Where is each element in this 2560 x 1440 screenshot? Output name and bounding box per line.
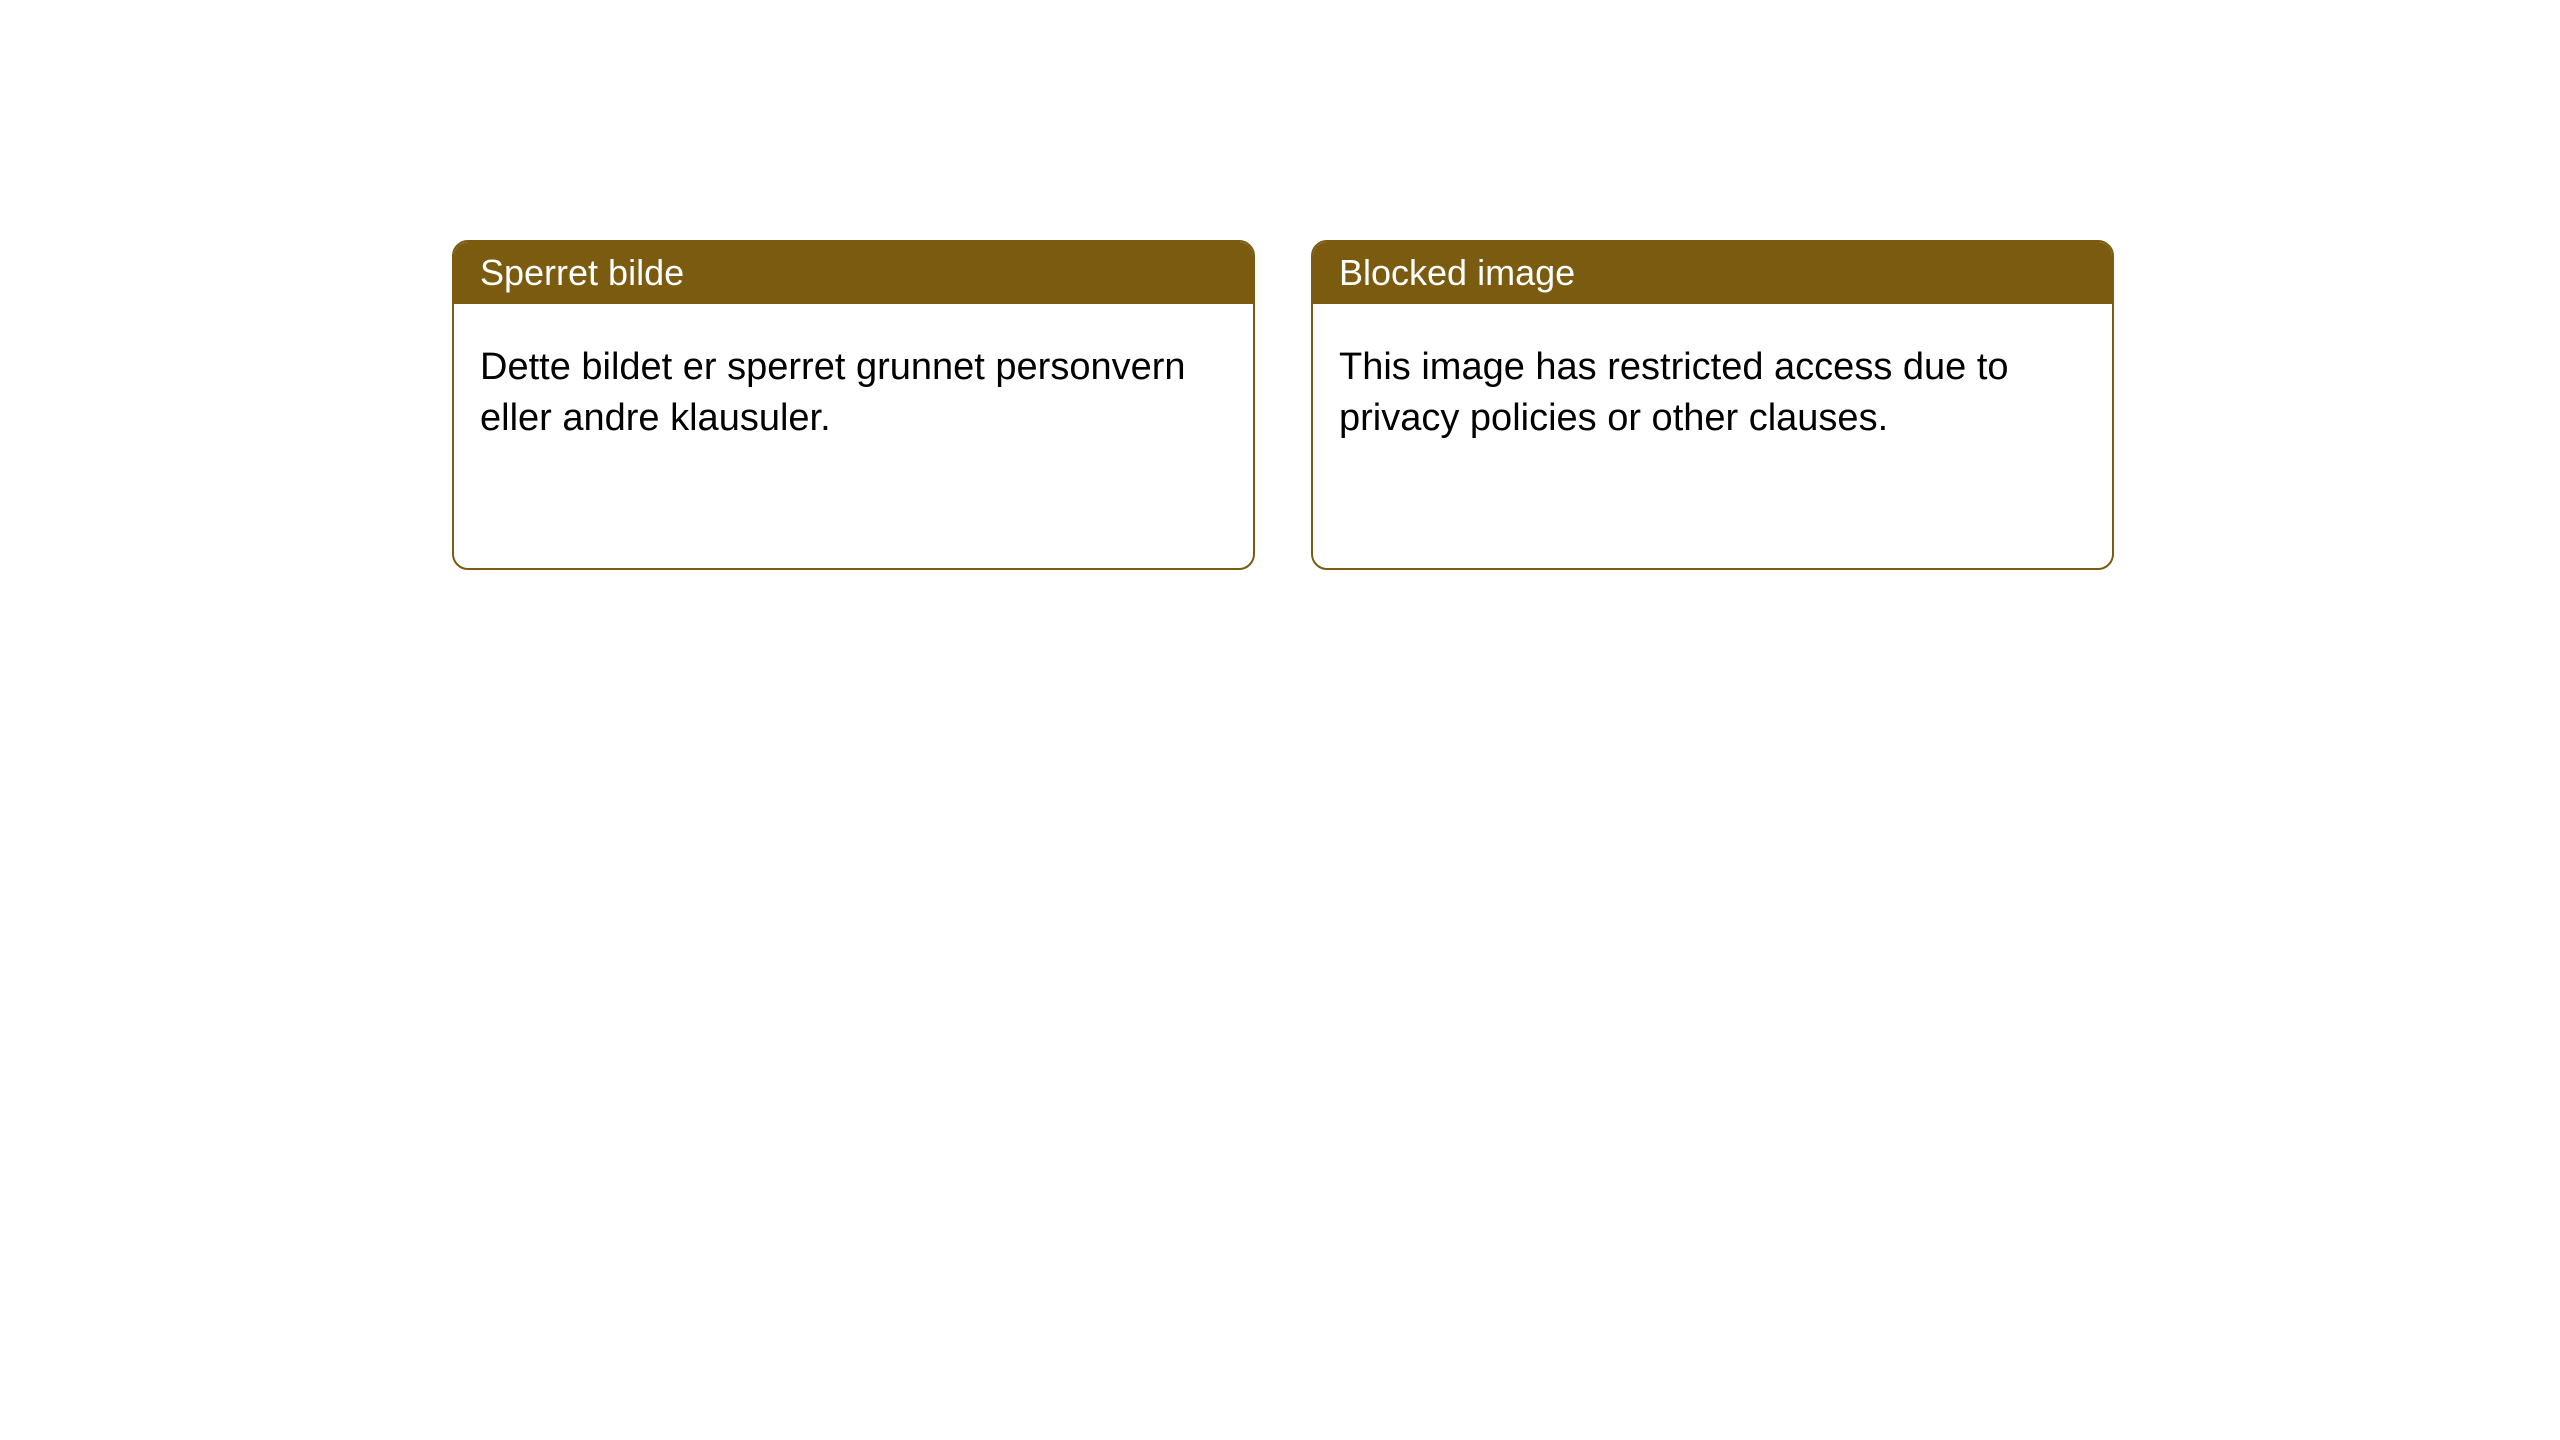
notice-body: Dette bildet er sperret grunnet personve… [454, 304, 1253, 568]
notice-body: This image has restricted access due to … [1313, 304, 2112, 568]
notice-card-norwegian: Sperret bilde Dette bildet er sperret gr… [452, 240, 1255, 570]
notice-title: Sperret bilde [454, 242, 1253, 304]
notice-title: Blocked image [1313, 242, 2112, 304]
notice-card-english: Blocked image This image has restricted … [1311, 240, 2114, 570]
notice-container: Sperret bilde Dette bildet er sperret gr… [0, 0, 2560, 570]
